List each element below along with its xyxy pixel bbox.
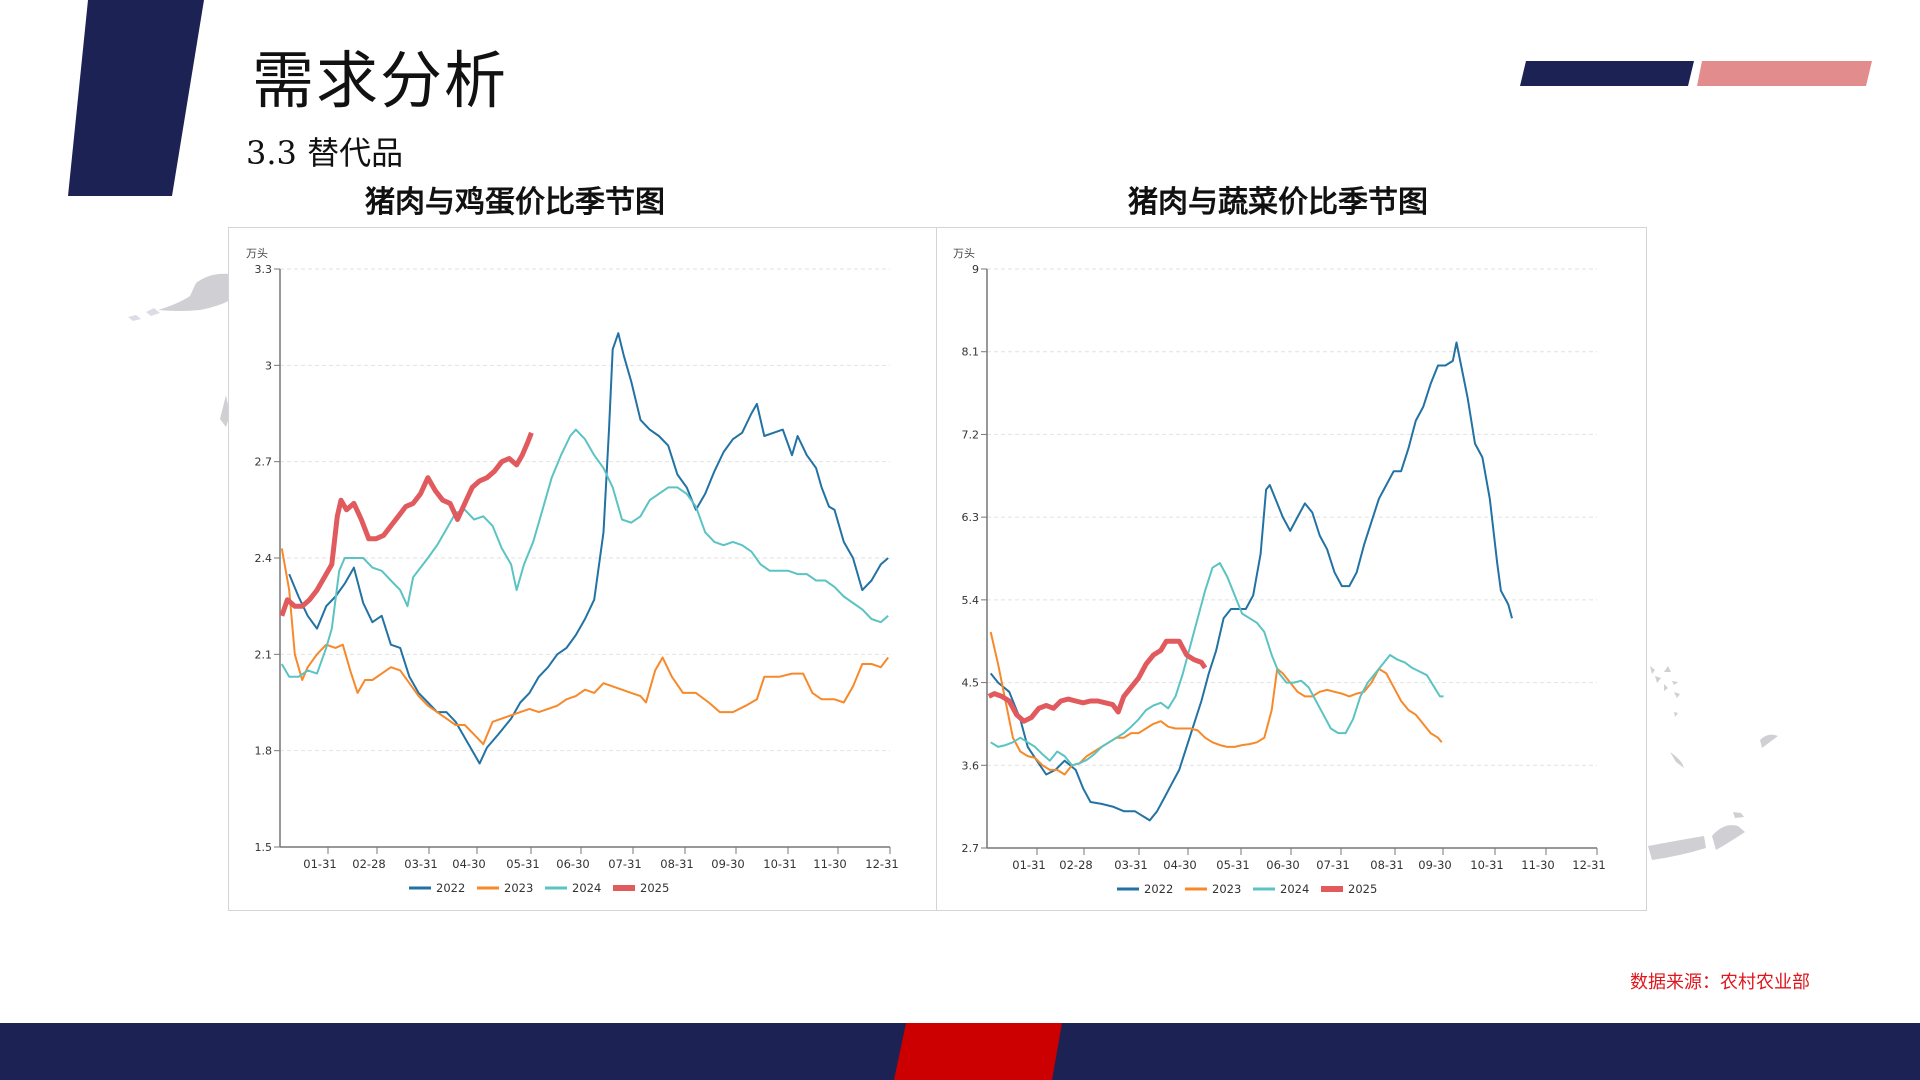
legend-label: 2022 bbox=[1144, 882, 1173, 896]
x-tick-label: 04-30 bbox=[452, 857, 485, 871]
x-tick-label: 04-30 bbox=[1163, 858, 1196, 872]
x-tick-label: 02-28 bbox=[352, 857, 385, 871]
x-tick-label: 09-30 bbox=[1418, 858, 1451, 872]
map-shape-icon bbox=[220, 395, 230, 427]
x-tick-label: 06-30 bbox=[556, 857, 589, 871]
source-note: 数据来源：农村农业部 bbox=[1630, 972, 1810, 993]
footer-red-accent bbox=[894, 1023, 1062, 1080]
chart-title-pork-egg: 猪肉与鸡蛋价比季节图 bbox=[365, 185, 665, 220]
legend-label: 2022 bbox=[436, 881, 465, 895]
y-axis-unit-label: 万头 bbox=[953, 247, 975, 260]
x-tick-label: 07-31 bbox=[608, 857, 641, 871]
y-tick-label: 2.4 bbox=[255, 552, 273, 565]
header-navy-slant bbox=[68, 0, 204, 196]
legend-item-2025[interactable]: 2025 bbox=[1321, 882, 1377, 896]
x-tick-label: 01-31 bbox=[303, 857, 336, 871]
map-shape-icon bbox=[158, 273, 230, 311]
legend-label: 2024 bbox=[1280, 882, 1309, 896]
series-line-2023 bbox=[280, 548, 889, 746]
x-tick-label: 02-28 bbox=[1059, 858, 1092, 872]
y-tick-label: 2.7 bbox=[255, 456, 273, 469]
y-axis-unit-label: 万头 bbox=[246, 247, 268, 260]
x-tick-label: 08-31 bbox=[1370, 858, 1403, 872]
legend-label: 2023 bbox=[1212, 882, 1241, 896]
x-tick-label: 11-30 bbox=[813, 857, 846, 871]
chart-pork-egg: 万头 1.5 1.8 2.1 2.4 2.7 3 3.3 01-31 02-28 03-31 04-3… bbox=[246, 247, 899, 895]
y-tick-label: 1.8 bbox=[255, 745, 273, 758]
legend-item-2022[interactable]: 2022 bbox=[409, 881, 465, 895]
legend-item-2025[interactable]: 2025 bbox=[613, 881, 669, 895]
legend-swatch-icon bbox=[1117, 887, 1139, 891]
legend-swatch-icon bbox=[545, 886, 567, 890]
chart-panel-pork-vegetable: 万头 2.7 3.6 4.5 5.4 6.3 7.2 8.1 9 01-31 02-28 03-31 0… bbox=[936, 227, 1647, 911]
y-tick-label: 7.2 bbox=[962, 428, 980, 441]
series-line-2025 bbox=[987, 638, 1208, 724]
x-tick-label: 05-31 bbox=[1216, 858, 1249, 872]
x-tick-label: 09-30 bbox=[711, 857, 744, 871]
chart-pork-vegetable: 万头 2.7 3.6 4.5 5.4 6.3 7.2 8.1 9 01-31 02-28 03-31 0… bbox=[953, 247, 1606, 896]
legend-swatch-icon bbox=[1321, 886, 1343, 892]
y-tick-label: 5.4 bbox=[962, 594, 980, 607]
y-tick-label: 2.1 bbox=[255, 648, 273, 661]
x-tick-label: 01-31 bbox=[1012, 858, 1045, 872]
map-shape-icon bbox=[1648, 812, 1745, 860]
x-tick-label: 08-31 bbox=[660, 857, 693, 871]
x-tick-label: 05-31 bbox=[506, 857, 539, 871]
legend-label: 2025 bbox=[1348, 882, 1377, 896]
x-tick-label: 10-31 bbox=[763, 857, 796, 871]
chart-title-pork-vegetable: 猪肉与蔬菜价比季节图 bbox=[1128, 185, 1428, 220]
series-line-2022 bbox=[989, 341, 1513, 822]
legend-item-2024[interactable]: 2024 bbox=[1253, 882, 1309, 896]
y-tick-label: 3 bbox=[265, 359, 272, 372]
section-label: 3.3 替代品 bbox=[246, 134, 404, 172]
y-tick-label: 4.5 bbox=[962, 677, 980, 690]
y-tick-label: 3.6 bbox=[962, 759, 980, 772]
series-line-2025 bbox=[279, 431, 534, 617]
x-tick-label: 03-31 bbox=[1114, 858, 1147, 872]
legend-label: 2024 bbox=[572, 881, 601, 895]
legend-swatch-icon bbox=[409, 886, 431, 890]
x-tick-label: 03-31 bbox=[404, 857, 437, 871]
x-tick-label: 06-30 bbox=[1266, 858, 1299, 872]
series-line-2022 bbox=[288, 332, 889, 765]
x-tick-label: 12-31 bbox=[865, 857, 898, 871]
series-line-2024 bbox=[280, 428, 889, 678]
x-tick-label: 11-30 bbox=[1521, 858, 1554, 872]
legend-swatch-icon bbox=[613, 885, 635, 891]
y-tick-label: 9 bbox=[972, 263, 979, 276]
header-navy-bar bbox=[1520, 61, 1694, 86]
legend-label: 2025 bbox=[640, 881, 669, 895]
legend-item-2022[interactable]: 2022 bbox=[1117, 882, 1173, 896]
y-tick-label: 1.5 bbox=[255, 841, 273, 854]
x-tick-label: 12-31 bbox=[1572, 858, 1605, 872]
page-title: 需求分析 bbox=[252, 44, 509, 117]
y-tick-label: 8.1 bbox=[962, 346, 980, 359]
map-shape-icon bbox=[128, 308, 160, 321]
legend-item-2024[interactable]: 2024 bbox=[545, 881, 601, 895]
legend-label: 2023 bbox=[504, 881, 533, 895]
legend-swatch-icon bbox=[477, 886, 499, 890]
series-line-2024 bbox=[990, 562, 1444, 767]
legend-swatch-icon bbox=[1253, 887, 1275, 891]
legend-item-2023[interactable]: 2023 bbox=[1185, 882, 1241, 896]
y-tick-label: 2.7 bbox=[962, 842, 980, 855]
header-pink-bar bbox=[1697, 61, 1872, 86]
map-shape-icon bbox=[1650, 666, 1778, 768]
y-tick-label: 6.3 bbox=[962, 511, 980, 524]
x-tick-label: 10-31 bbox=[1470, 858, 1503, 872]
legend-swatch-icon bbox=[1185, 887, 1207, 891]
series-line-2023 bbox=[989, 631, 1443, 776]
chart-panel-pork-egg: 万头 1.5 1.8 2.1 2.4 2.7 3 3.3 01-31 02-28 03-31 04-3… bbox=[228, 227, 938, 911]
y-tick-label: 3.3 bbox=[255, 263, 273, 276]
x-tick-label: 07-31 bbox=[1316, 858, 1349, 872]
legend-item-2023[interactable]: 2023 bbox=[477, 881, 533, 895]
